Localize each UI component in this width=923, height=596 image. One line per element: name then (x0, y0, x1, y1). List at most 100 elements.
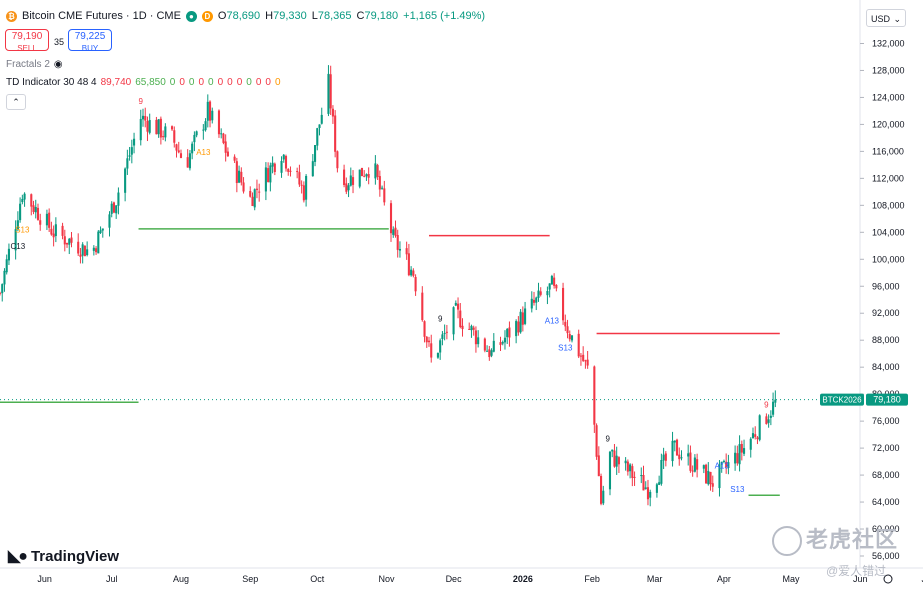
candle-body (405, 248, 408, 255)
candle-body (164, 126, 167, 138)
td-zero-value: 0 (265, 77, 271, 88)
candle-body (689, 452, 692, 471)
spread-value: 35 (54, 37, 65, 47)
candle-body (774, 399, 777, 403)
candle-body (16, 220, 19, 230)
candle-body (477, 337, 480, 345)
candle-body (77, 241, 80, 254)
x-tick-label: Jun (853, 574, 868, 584)
candle-body (101, 228, 104, 231)
candle-body (63, 236, 66, 245)
candle-body (300, 184, 303, 186)
candle-body (678, 454, 681, 460)
buy-button[interactable]: 79,225 BUY (68, 29, 112, 53)
x-tick-label: May (782, 574, 800, 584)
candle-body (722, 460, 725, 462)
candle-body (211, 110, 214, 121)
candle-body (144, 116, 147, 121)
indicator-fractals[interactable]: Fractals 2 ◉ (6, 59, 63, 70)
candle-body (626, 461, 629, 472)
candle-body (253, 189, 256, 208)
candle-body (179, 153, 183, 158)
candle-body (336, 151, 339, 169)
candle-body (772, 401, 775, 415)
y-tick-label: 100,000 (872, 254, 905, 264)
candle-body (68, 238, 71, 245)
candle-body (280, 160, 283, 173)
candle-body (584, 360, 587, 362)
candle-body (21, 198, 24, 203)
candle-body (707, 470, 710, 485)
candle-body (568, 334, 571, 340)
candle-body (360, 167, 364, 177)
candle-body (367, 174, 370, 178)
y-tick-label: 132,000 (872, 38, 905, 48)
candle-body (329, 74, 332, 109)
candle-body (758, 415, 761, 440)
symbol-name[interactable]: Bitcoin CME Futures · 1D · CME (22, 10, 181, 22)
y-tick-label: 64,000 (872, 497, 900, 507)
delayed-data-icon[interactable]: D (201, 10, 213, 22)
td-annotation-label: S13 (558, 343, 573, 352)
candle-body (251, 196, 254, 207)
candle-body (162, 136, 165, 138)
candle-body (515, 321, 518, 337)
td-zero-value: 0 (274, 77, 281, 88)
eye-icon[interactable]: ◉ (53, 59, 63, 70)
candle-body (696, 459, 699, 470)
td-zero-value: 0 (236, 77, 243, 88)
sell-button[interactable]: 79,190 SELL (5, 29, 49, 53)
candle-body (204, 121, 207, 131)
candle-body (436, 353, 439, 358)
candle-body (112, 202, 116, 213)
candle-body (456, 303, 460, 310)
candle-body (358, 169, 361, 187)
candle-body (289, 170, 292, 172)
candle-body (577, 333, 580, 357)
candle-body (271, 162, 274, 167)
td-annotation-label: S13 (15, 225, 30, 234)
candle-body (95, 248, 98, 253)
watermark: 老虎社区 (772, 522, 898, 557)
candle-body (646, 487, 650, 500)
td-zero-value: 0 (208, 77, 214, 88)
price-tag-bg (866, 393, 908, 406)
currency-select[interactable]: USD ⌄ (866, 9, 906, 27)
candle-body (0, 292, 2, 294)
collapse-chevron-up-icon[interactable]: ⌃ (6, 94, 26, 110)
candle-body (535, 297, 538, 303)
candle-body (157, 119, 160, 135)
x-tick-label: Mar (647, 574, 663, 584)
tradingview-logo[interactable]: ◣● TradingView (8, 546, 119, 566)
candle-body (649, 491, 652, 498)
candle-body (159, 118, 162, 138)
candle-body (97, 231, 100, 254)
td-annotation-label: 9 (438, 314, 443, 323)
candle-body (570, 335, 574, 341)
candle-body (675, 439, 679, 456)
candle-body (249, 190, 252, 197)
candle-body (311, 161, 314, 177)
candle-body (298, 172, 301, 185)
market-open-icon: ● (185, 10, 197, 22)
candle-body (608, 451, 612, 490)
candle-body (23, 193, 26, 200)
candle-body (128, 155, 131, 157)
branding-text: TradingView (30, 547, 120, 565)
candle-body (452, 307, 455, 335)
y-tick-label: 128,000 (872, 65, 905, 75)
candle-body (389, 203, 393, 234)
candle-body (602, 490, 605, 504)
candle-body (705, 464, 708, 484)
sell-label: SELL (17, 44, 37, 53)
candle-body (19, 203, 22, 221)
candle-body (177, 150, 180, 153)
candle-body (233, 156, 236, 161)
candle-body (258, 191, 261, 193)
candle-body (193, 134, 196, 143)
candle-body (546, 290, 549, 296)
candle-body (235, 161, 238, 183)
